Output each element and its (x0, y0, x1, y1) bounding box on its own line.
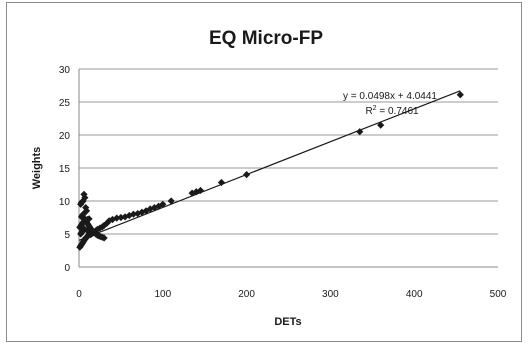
x-tick-label: 400 (406, 289, 423, 300)
y-tick-label: 10 (59, 197, 71, 208)
x-tick-label: 200 (238, 289, 255, 300)
chart-frame (6, 2, 522, 342)
data-point (80, 225, 88, 233)
data-point (356, 128, 364, 136)
y-tick-label: 30 (59, 65, 71, 76)
trendline-equation: y = 0.0498x + 4.0441 (343, 91, 437, 102)
y-axis-label: Weights (31, 147, 43, 190)
data-point (196, 186, 205, 195)
data-point (82, 207, 91, 215)
x-tick-label: 300 (322, 289, 339, 300)
trendline (78, 90, 461, 241)
y-tick-labels: 0 5 10 15 20 25 30 (59, 65, 71, 274)
x-axis-label: DETs (274, 316, 301, 328)
r2-prefix: R (365, 106, 372, 117)
data-point (159, 200, 167, 208)
data-point (100, 234, 108, 242)
data-point (80, 190, 88, 198)
x-tick-label: 500 (490, 289, 507, 300)
y-tick-label: 20 (59, 131, 71, 142)
data-point (217, 178, 226, 187)
r-squared-label: R2 = 0.7461 (365, 105, 419, 117)
y-tick-label: 15 (59, 164, 71, 175)
data-point (377, 121, 385, 129)
data-point (456, 91, 464, 99)
data-points (76, 91, 464, 251)
y-tick-label: 25 (59, 98, 71, 109)
data-point (243, 171, 251, 179)
r2-superscript: 2 (373, 105, 377, 112)
data-point (105, 217, 113, 225)
chart-title: EQ Micro-FP (209, 28, 323, 49)
y-tick-label: 5 (64, 230, 70, 241)
gridlines (79, 68, 498, 235)
data-point (81, 194, 89, 202)
y-tick-label: 0 (64, 263, 70, 274)
x-tick-label: 0 (76, 289, 82, 300)
x-tick-labels: 0 100 200 300 400 500 (76, 289, 507, 300)
x-tick-label: 100 (154, 289, 171, 300)
r2-suffix: = 0.7461 (377, 106, 419, 117)
data-point (167, 197, 175, 205)
